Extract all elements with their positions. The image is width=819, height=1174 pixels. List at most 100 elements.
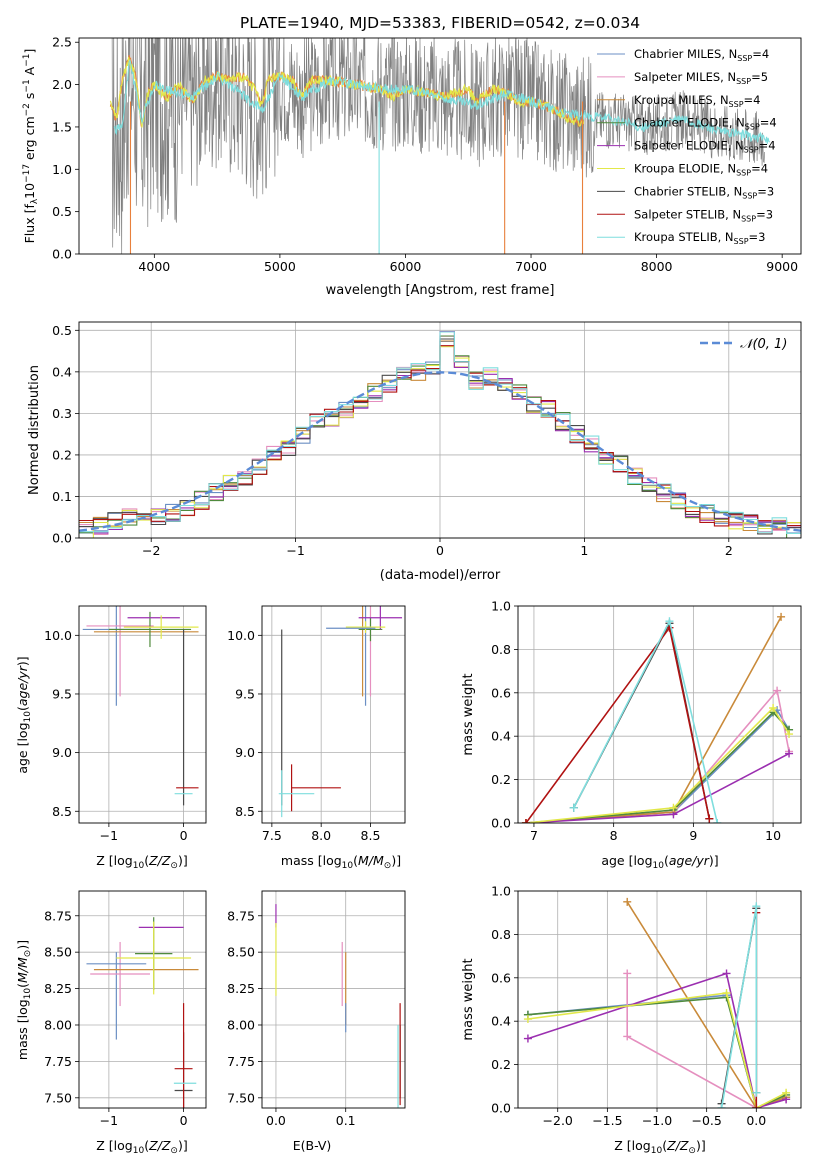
axes-frame <box>261 890 406 1109</box>
x-tick-label: 0 <box>180 828 188 843</box>
y-tick-label: 7.75 <box>44 1054 72 1069</box>
y-tick-label: 2.0 <box>52 77 72 92</box>
y-tick-label: 10.0 <box>44 628 72 643</box>
x-tick-label: −1 <box>286 543 304 558</box>
weight-line <box>525 616 782 823</box>
x-tick-label: 9000 <box>766 259 798 274</box>
axes-mass_vs_EBV: 0.0 0.1 7.50 7.75 8.00 8.25 8.50 8.75 <box>227 890 406 1128</box>
y-tick-label: 7.50 <box>44 1090 72 1105</box>
x-axis-label: Z [log10(Z/Z⊙)] <box>96 853 187 871</box>
figure-title: PLATE=1940, MJD=53383, FIBERID=0542, z=0… <box>240 14 640 32</box>
x-axis-label: Z [log10(Z/Z⊙)] <box>614 1138 705 1156</box>
legend-label: Kroupa ELODIE, NSSP=4 <box>634 162 768 178</box>
y-axis-label: Normed distribution <box>27 365 42 495</box>
plot-area-residuals <box>79 330 801 538</box>
y-tick-label: 8.00 <box>227 1017 255 1032</box>
y-tick-label: 7.75 <box>227 1054 255 1069</box>
plot-area-mass_vs_Z <box>86 917 199 1108</box>
x-tick-label: 6000 <box>390 259 422 274</box>
plot-area-spectrum <box>109 38 771 254</box>
plot-area-weight_vs_age <box>521 612 794 823</box>
weight-marker <box>623 1032 632 1041</box>
y-tick-label: 2.5 <box>52 35 72 50</box>
axes-frame <box>78 321 802 539</box>
plot-area-weight_vs_Z <box>523 897 791 1108</box>
y-tick-label: 0.0 <box>491 1101 511 1116</box>
y-tick-label: 0.8 <box>491 927 511 942</box>
x-tick-label: 0.0 <box>746 1113 766 1128</box>
x-tick-label: 1 <box>580 543 588 558</box>
x-axis-label: E(B-V) <box>293 1138 332 1153</box>
y-tick-label: 8.00 <box>44 1017 72 1032</box>
weight-marker <box>623 897 632 906</box>
legend-label: Salpeter MILES, NSSP=5 <box>634 70 768 86</box>
x-tick-label: −2.0 <box>543 1113 573 1128</box>
legend-label: Chabrier STELIB, NSSP=3 <box>634 184 774 200</box>
y-tick-label: 0.0 <box>52 247 72 262</box>
y-tick-label: 0.6 <box>491 685 511 700</box>
y-tick-label: 9.0 <box>235 745 255 760</box>
x-tick-label: −2 <box>142 543 160 558</box>
y-tick-label: 0.8 <box>491 642 511 657</box>
y-tick-label: 0.4 <box>491 729 511 744</box>
axes-frame <box>78 37 802 255</box>
y-tick-label: 0.2 <box>491 1057 511 1072</box>
axes-spectrum: 4000 5000 6000 7000 8000 9000 0.0 0.5 1.0 1.5 2.0 2… <box>52 35 802 274</box>
x-tick-label: 0 <box>436 543 444 558</box>
weight-marker <box>665 617 674 626</box>
plot-area-age_vs_Z <box>82 606 199 806</box>
y-axis-label: Flux [fλ10−17 erg cm−2 s−1 A−1] <box>22 49 40 244</box>
weight-marker <box>623 969 632 978</box>
weight-marker <box>773 686 782 695</box>
y-tick-label: 8.50 <box>227 945 255 960</box>
x-tick-label: −1 <box>100 828 118 843</box>
x-tick-label: 0 <box>180 1113 188 1128</box>
weight-line <box>525 625 711 823</box>
axes-frame <box>78 605 207 824</box>
y-tick-label: 8.50 <box>44 945 72 960</box>
weight-marker <box>752 1104 761 1108</box>
weight-marker <box>722 988 731 997</box>
y-tick-label: 0.0 <box>52 531 72 546</box>
axes-residuals: −2 −1 0 1 2 0.0 0.1 0.2 0.3 0.4 0.5 <box>52 321 802 558</box>
x-tick-label: 4000 <box>138 259 170 274</box>
x-axis-label: age [log10(age/yr)] <box>601 853 718 871</box>
x-tick-label: −1.5 <box>592 1113 622 1128</box>
y-tick-label: 0.4 <box>491 1014 511 1029</box>
x-tick-label: 10 <box>765 828 781 843</box>
x-tick-label: 0.0 <box>266 1113 286 1128</box>
axes-weight_vs_age: 7 8 9 10 0.0 0.2 0.4 0.6 0.8 1.0 <box>491 599 802 843</box>
y-axis-label: age [log10(age/yr)] <box>15 656 33 773</box>
axes-weight_vs_Z: −2.0 −1.5 −1.0 −0.5 0.0 0.0 0.2 0.4 0.6 0.8 1.0 <box>491 884 802 1128</box>
weight-marker <box>523 1015 532 1024</box>
axes-frame <box>517 605 802 824</box>
y-tick-label: 0.5 <box>52 323 72 338</box>
y-tick-label: 0.3 <box>52 406 72 421</box>
x-tick-label: 8.0 <box>311 828 331 843</box>
weight-line <box>527 992 787 1108</box>
x-tick-label: 7.5 <box>262 828 282 843</box>
legend-label: Chabrier MILES, NSSP=4 <box>634 47 769 63</box>
x-tick-label: 7000 <box>515 259 547 274</box>
x-tick-label: 7 <box>530 828 538 843</box>
y-tick-label: 0.1 <box>52 489 72 504</box>
y-tick-label: 7.50 <box>227 1090 255 1105</box>
x-tick-label: −1 <box>100 1113 118 1128</box>
legend-label: Chabrier ELODIE, NSSP=4 <box>634 116 777 132</box>
weight-line <box>525 688 790 823</box>
histogram-kroupa-stelib <box>79 331 801 534</box>
y-axis-label: mass weight <box>461 958 476 1040</box>
weight-line <box>525 706 790 823</box>
y-tick-label: 9.5 <box>235 686 255 701</box>
x-tick-label: 8000 <box>641 259 673 274</box>
weight-marker <box>782 1088 791 1097</box>
x-tick-label: 8.5 <box>361 828 381 843</box>
weight-line <box>720 906 758 1108</box>
y-tick-label: 0.5 <box>52 204 72 219</box>
y-tick-label: 1.0 <box>52 162 72 177</box>
x-tick-label: 8 <box>610 828 618 843</box>
y-tick-label: 8.25 <box>44 981 72 996</box>
weight-marker <box>785 749 794 758</box>
